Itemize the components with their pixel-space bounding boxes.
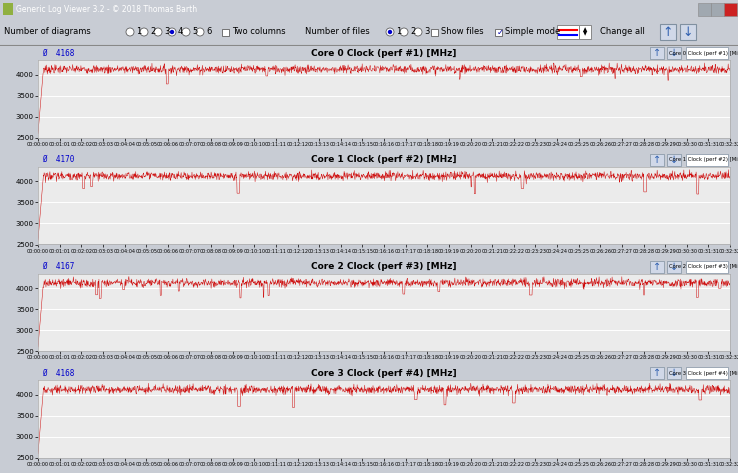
Circle shape (196, 28, 204, 36)
Circle shape (170, 30, 174, 34)
Text: 3: 3 (424, 27, 430, 36)
Text: ↓: ↓ (670, 262, 678, 272)
Text: ↑: ↑ (663, 26, 673, 38)
Bar (686, 154, 728, 166)
Text: Core 2 Clock (perf #3) [MHz]: Core 2 Clock (perf #3) [MHz] (311, 262, 457, 271)
Text: Show files: Show files (441, 27, 483, 36)
Text: 2: 2 (410, 27, 415, 36)
Text: 1: 1 (136, 27, 141, 36)
Text: Number of diagrams: Number of diagrams (4, 27, 91, 36)
Text: ↓: ↓ (670, 48, 678, 58)
Circle shape (168, 28, 176, 36)
Bar (650, 154, 664, 166)
Bar (495, 29, 502, 36)
Text: ↓: ↓ (683, 26, 693, 38)
Text: Ø  4168: Ø 4168 (42, 369, 75, 378)
Text: 4: 4 (178, 27, 183, 36)
Text: Core 0 Clock (perf #1) [Min ▾: Core 0 Clock (perf #1) [Min ▾ (669, 51, 738, 55)
Text: Core 1 Clock (perf #2) [MHz]: Core 1 Clock (perf #2) [MHz] (311, 155, 457, 164)
Text: ↓: ↓ (670, 155, 678, 165)
Circle shape (140, 28, 148, 36)
Bar (557, 25, 579, 39)
Circle shape (154, 28, 162, 36)
Text: 1: 1 (396, 27, 401, 36)
Text: 2: 2 (150, 27, 155, 36)
Bar (431, 29, 438, 36)
Bar (724, 3, 737, 16)
Circle shape (387, 30, 392, 34)
Text: ✓: ✓ (497, 27, 504, 36)
Bar (650, 47, 664, 59)
Bar (698, 3, 711, 16)
Circle shape (126, 28, 134, 36)
Text: Change all: Change all (600, 27, 645, 36)
Bar (579, 25, 591, 39)
Bar (660, 24, 676, 40)
Bar (686, 367, 728, 379)
Bar (3, 3, 13, 15)
Text: Core 0 Clock (perf #1) [MHz]: Core 0 Clock (perf #1) [MHz] (311, 49, 457, 58)
Text: Ø  4170: Ø 4170 (42, 155, 75, 164)
Text: Core 1 Clock (perf #2) [Min ▾: Core 1 Clock (perf #2) [Min ▾ (669, 157, 738, 162)
Text: Simple mode: Simple mode (505, 27, 560, 36)
Bar (222, 29, 229, 36)
Text: ↓: ↓ (670, 368, 678, 378)
Bar (667, 261, 681, 272)
Circle shape (414, 28, 422, 36)
Text: ↑: ↑ (653, 155, 661, 165)
Text: Two columns: Two columns (232, 27, 286, 36)
Circle shape (386, 28, 394, 36)
Text: Core 3 Clock (perf #4) [Min ▾: Core 3 Clock (perf #4) [Min ▾ (669, 371, 738, 376)
Bar (667, 367, 681, 379)
Circle shape (182, 28, 190, 36)
Text: ↑: ↑ (653, 262, 661, 272)
Bar (686, 47, 728, 59)
Text: 6: 6 (206, 27, 211, 36)
Bar (680, 24, 696, 40)
Text: Core 2 Clock (perf #3) [Min ▾: Core 2 Clock (perf #3) [Min ▾ (669, 264, 738, 269)
Text: 3: 3 (164, 27, 170, 36)
Circle shape (400, 28, 408, 36)
Bar (711, 3, 724, 16)
Bar (686, 261, 728, 272)
Text: Ø  4167: Ø 4167 (42, 262, 75, 271)
Text: Generic Log Viewer 3.2 - © 2018 Thomas Barth: Generic Log Viewer 3.2 - © 2018 Thomas B… (16, 5, 197, 14)
Text: Core 3 Clock (perf #4) [MHz]: Core 3 Clock (perf #4) [MHz] (311, 369, 457, 378)
Bar (667, 47, 681, 59)
Text: Number of files: Number of files (305, 27, 370, 36)
Bar (650, 261, 664, 272)
Text: ▲
▼: ▲ ▼ (583, 27, 587, 36)
Bar (650, 367, 664, 379)
Bar (667, 154, 681, 166)
Text: ↑: ↑ (653, 368, 661, 378)
Text: 5: 5 (192, 27, 197, 36)
Text: Ø  4168: Ø 4168 (42, 49, 75, 58)
Text: ↑: ↑ (653, 48, 661, 58)
